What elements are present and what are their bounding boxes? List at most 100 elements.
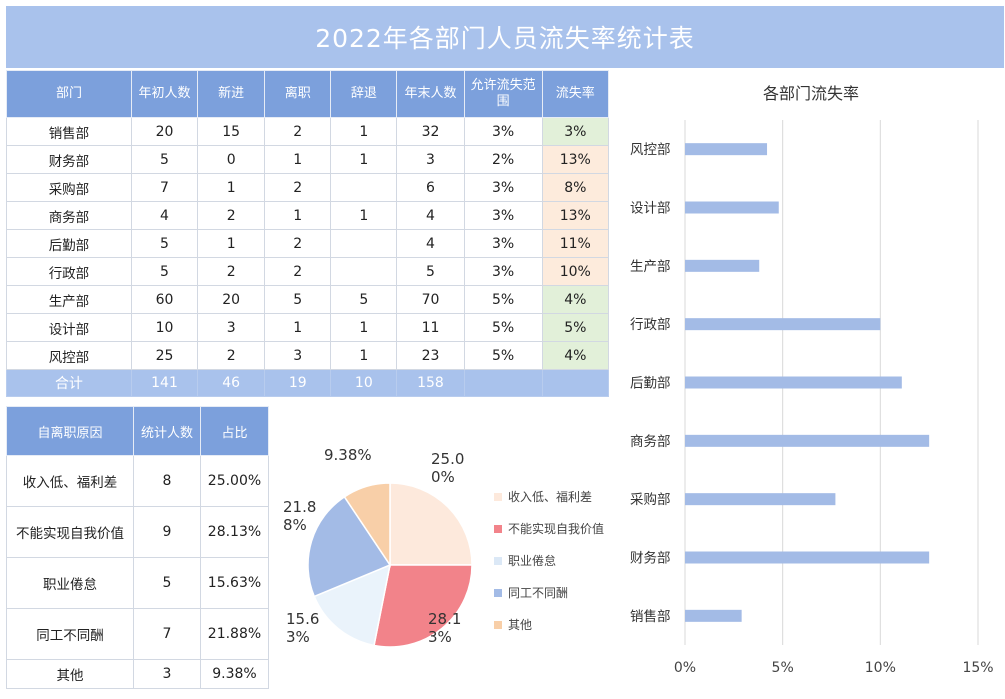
cell-allowed: 3% <box>463 173 543 202</box>
col-header-new: 新进 <box>197 70 266 118</box>
table-row: 风控部 25 2 3 1 23 5% 4% <box>6 341 610 370</box>
y-category-label: 风控部 <box>630 142 671 158</box>
y-category-label: 采购部 <box>630 492 671 508</box>
table-row: 设计部 10 3 1 1 11 5% 5% <box>6 313 610 342</box>
cell-fired: 1 <box>330 201 398 230</box>
legend-item: 职业倦怠 <box>494 554 614 569</box>
pie-slice <box>389 482 473 566</box>
cell-left: 5 <box>264 285 332 314</box>
cell-rate: 4% <box>541 341 610 370</box>
legend-label: 收入低、福利差 <box>508 490 593 504</box>
cell-start: 60 <box>130 285 199 314</box>
cell-start: 4 <box>130 201 199 230</box>
cell-new: 20 <box>197 285 266 314</box>
pie-slice <box>373 564 473 648</box>
bar <box>685 493 836 506</box>
bar <box>685 143 768 156</box>
y-category-label: 后勤部 <box>630 376 671 392</box>
cell-rate: 10% <box>541 257 610 286</box>
x-tick-label: 10% <box>865 660 896 676</box>
cell-end: 3 <box>396 145 465 174</box>
total-cell-left: 19 <box>264 369 332 397</box>
cell-allowed: 3% <box>463 229 543 258</box>
cell-allowed: 2% <box>463 145 543 174</box>
cell-allowed: 3% <box>463 201 543 230</box>
bar <box>685 201 779 214</box>
cell-allowed: 5% <box>463 313 543 342</box>
reason-row: 职业倦怠 5 15.63% <box>6 557 269 609</box>
reason-cell-reason: 其他 <box>6 659 134 689</box>
x-tick-label: 15% <box>962 660 993 676</box>
cell-left: 2 <box>264 173 332 202</box>
reason-row: 同工不同酬 7 21.88% <box>6 608 269 660</box>
reason-row: 其他 3 9.38% <box>6 659 269 689</box>
reason-table: 自离职原因 统计人数 占比 收入低、福利差 8 25.00% 不能实现自我价值 9 28.… <box>6 406 269 689</box>
x-tick-label: 0% <box>674 660 696 676</box>
cell-end: 32 <box>396 117 465 146</box>
col-header-rate: 流失率 <box>541 70 610 118</box>
pie-legend: 收入低、福利差 不能实现自我价值 职业倦怠 同工不同酬 其他 <box>494 490 614 650</box>
reason-cell-pct: 28.13% <box>200 506 269 558</box>
total-cell-new: 46 <box>197 369 266 397</box>
legend-swatch <box>494 589 502 597</box>
cell-new: 2 <box>197 257 266 286</box>
reason-col-header-reason: 自离职原因 <box>6 406 134 456</box>
cell-dept: 生产部 <box>6 285 132 314</box>
reason-col-header-count: 统计人数 <box>133 406 201 456</box>
pie-data-label: 25.00% <box>431 450 465 486</box>
cell-new: 1 <box>197 173 266 202</box>
pie-data-label: 15.63% <box>286 610 320 646</box>
cell-new: 15 <box>197 117 266 146</box>
y-category-label: 财务部 <box>630 551 671 567</box>
cell-allowed: 5% <box>463 285 543 314</box>
pie-data-label: 21.88% <box>283 498 317 534</box>
cell-start: 7 <box>130 173 199 202</box>
cell-left: 2 <box>264 229 332 258</box>
total-row: 合计 141 46 19 10 158 <box>6 369 610 397</box>
pie-data-label: 9.38% <box>324 446 372 464</box>
reason-cell-pct: 15.63% <box>200 557 269 609</box>
col-header-fired: 辞退 <box>330 70 398 118</box>
cell-new: 0 <box>197 145 266 174</box>
reason-cell-pct: 9.38% <box>200 659 269 689</box>
reason-cell-pct: 25.00% <box>200 455 269 507</box>
cell-allowed: 3% <box>463 257 543 286</box>
attrition-table: 部门 年初人数 新进 离职 辞退 年末人数 允许流失范围 流失率 销售部 20 15… <box>6 70 610 397</box>
table-row: 财务部 5 0 1 1 3 2% 13% <box>6 145 610 174</box>
cell-dept: 行政部 <box>6 257 132 286</box>
bar <box>685 434 930 447</box>
y-category-label: 设计部 <box>630 201 671 217</box>
legend-swatch <box>494 557 502 565</box>
legend-item: 收入低、福利差 <box>494 490 614 505</box>
cell-left: 2 <box>264 117 332 146</box>
table-header-row: 部门 年初人数 新进 离职 辞退 年末人数 允许流失范围 流失率 <box>6 70 610 118</box>
legend-label: 职业倦怠 <box>508 554 557 568</box>
cell-fired: 1 <box>330 313 398 342</box>
col-header-end: 年末人数 <box>396 70 465 118</box>
total-cell-label: 合计 <box>6 369 132 397</box>
reason-cell-reason: 职业倦怠 <box>6 557 134 609</box>
bar <box>685 609 742 622</box>
y-category-label: 销售部 <box>630 609 671 625</box>
cell-new: 2 <box>197 201 266 230</box>
page-title: 2022年各部门人员流失率统计表 <box>6 6 1004 68</box>
cell-fired: 1 <box>330 117 398 146</box>
cell-new: 1 <box>197 229 266 258</box>
cell-dept: 采购部 <box>6 173 132 202</box>
cell-fired <box>330 173 398 202</box>
total-cell-fired: 10 <box>330 369 398 397</box>
cell-fired <box>330 229 398 258</box>
cell-rate: 13% <box>541 201 610 230</box>
bar-chart-title: 各部门流失率 <box>762 84 859 103</box>
cell-rate: 3% <box>541 117 610 146</box>
cell-start: 20 <box>130 117 199 146</box>
bar <box>685 318 881 331</box>
bar <box>685 551 930 564</box>
table-row: 采购部 7 1 2 6 3% 8% <box>6 173 610 202</box>
bar-svg: 0% 5% 10% 15% 销售部 财务部 采购部 商务部 后勤部 行政部 生产部 设计部 风控部 <box>630 120 994 676</box>
reason-cell-reason: 同工不同酬 <box>6 608 134 660</box>
cell-allowed: 5% <box>463 341 543 370</box>
cell-left: 1 <box>264 201 332 230</box>
total-cell-allowed <box>463 369 543 397</box>
reason-cell-count: 8 <box>133 455 201 507</box>
